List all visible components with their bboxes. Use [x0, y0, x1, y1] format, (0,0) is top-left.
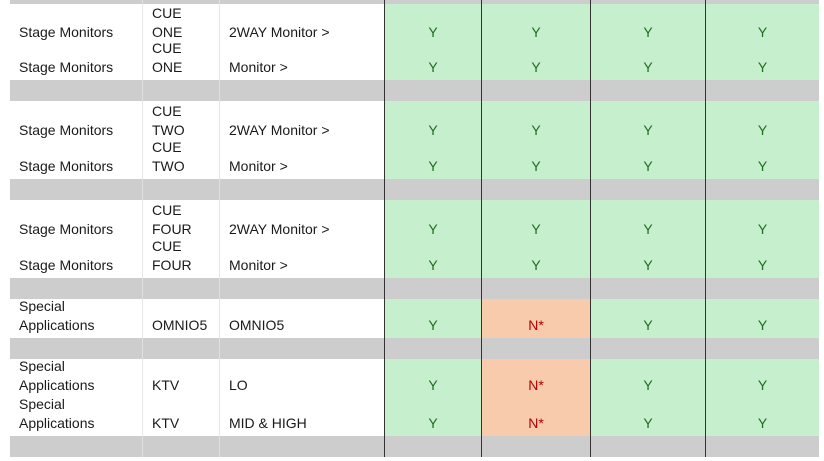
- table-row: Special Applications KTV LO Y N* Y Y: [10, 358, 819, 398]
- cue-cell: OMNIO5: [152, 317, 208, 333]
- table-row: Stage Monitors CUE TWO 2WAY Monitor > Y …: [10, 101, 819, 143]
- output-cell: 2WAY Monitor >: [229, 122, 330, 138]
- compat-cell: Y: [643, 158, 653, 174]
- compat-cell: Y: [428, 317, 438, 333]
- table-row: Stage Monitors CUE ONE Monitor > Y Y Y Y: [10, 40, 819, 80]
- compat-cell: Y: [757, 317, 768, 333]
- table-row: Stage Monitors CUE TWO Monitor > Y Y Y Y: [10, 139, 819, 179]
- separator-row: [10, 278, 819, 299]
- compat-cell: Y: [428, 221, 438, 237]
- cue-cell: CUE ONE: [152, 5, 183, 40]
- compat-cell: N*: [528, 377, 544, 393]
- compat-cell: Y: [643, 221, 653, 237]
- separator-row: [10, 0, 819, 4]
- table-row: Special Applications KTV MID & HIGH Y N*…: [10, 396, 819, 436]
- cue-cell: KTV: [152, 415, 180, 431]
- compat-cell: Y: [428, 24, 438, 40]
- separator-row: [10, 338, 819, 359]
- compat-cell: Y: [757, 122, 768, 138]
- category-cell: Stage Monitors: [19, 24, 114, 40]
- compat-cell: Y: [428, 377, 438, 393]
- compat-cell: Y: [643, 415, 653, 431]
- compat-cell: Y: [428, 415, 438, 431]
- category-cell: Stage Monitors: [19, 221, 114, 237]
- compat-cell: Y: [757, 158, 768, 174]
- separator-row: [10, 436, 819, 457]
- output-cell: 2WAY Monitor >: [229, 221, 330, 237]
- compat-cell: Y: [531, 158, 541, 174]
- cue-cell: CUE TWO: [152, 103, 185, 138]
- compat-cell: Y: [757, 377, 768, 393]
- cue-cell: CUE FOUR: [152, 202, 192, 237]
- compat-cell: Y: [757, 257, 768, 273]
- compat-cell: Y: [757, 24, 768, 40]
- output-cell: Monitor >: [229, 257, 288, 273]
- table-row: Stage Monitors CUE FOUR Monitor > Y Y Y …: [10, 238, 819, 278]
- compat-cell: Y: [643, 122, 653, 138]
- compat-cell: Y: [428, 257, 438, 273]
- compat-cell: Y: [643, 317, 653, 333]
- compat-cell: Y: [428, 158, 438, 174]
- compat-cell: Y: [531, 24, 541, 40]
- output-cell: Monitor >: [229, 59, 288, 75]
- category-cell: Special Applications: [19, 358, 95, 393]
- cue-cell: CUE TWO: [152, 139, 185, 174]
- separator-row: [10, 179, 819, 200]
- compat-cell: Y: [643, 257, 653, 273]
- cue-cell: CUE FOUR: [152, 238, 192, 273]
- category-cell: Special Applications: [19, 298, 95, 333]
- output-cell: OMNIO5: [229, 317, 285, 333]
- compat-cell: Y: [643, 377, 653, 393]
- category-cell: Stage Monitors: [19, 257, 114, 273]
- cue-cell: KTV: [152, 377, 180, 393]
- compat-cell: Y: [531, 221, 541, 237]
- category-cell: Stage Monitors: [19, 59, 114, 75]
- compat-cell: Y: [757, 221, 768, 237]
- compat-cell: Y: [643, 24, 653, 40]
- compat-cell: N*: [528, 415, 544, 431]
- compat-cell: Y: [531, 59, 541, 75]
- table-row: Stage Monitors CUE ONE 2WAY Monitor > Y …: [10, 4, 819, 45]
- table-row: Stage Monitors CUE FOUR 2WAY Monitor > Y…: [10, 200, 819, 242]
- compat-cell: Y: [643, 59, 653, 75]
- compat-cell: Y: [531, 122, 541, 138]
- table-row: Special Applications OMNIO5 OMNIO5 Y N* …: [10, 298, 819, 338]
- category-cell: Stage Monitors: [19, 122, 114, 138]
- separator-row: [10, 80, 819, 101]
- category-cell: Stage Monitors: [19, 158, 114, 174]
- output-cell: MID & HIGH: [229, 415, 307, 431]
- compat-cell: Y: [428, 59, 438, 75]
- compat-cell: Y: [757, 415, 768, 431]
- output-cell: LO: [229, 377, 248, 393]
- compat-cell: Y: [757, 59, 768, 75]
- output-cell: 2WAY Monitor >: [229, 24, 330, 40]
- compat-cell: Y: [428, 122, 438, 138]
- compat-cell: N*: [528, 317, 544, 333]
- output-cell: Monitor >: [229, 158, 288, 174]
- cue-cell: CUE ONE: [152, 40, 183, 75]
- compat-cell: Y: [531, 257, 541, 273]
- category-cell: Special Applications: [19, 396, 95, 431]
